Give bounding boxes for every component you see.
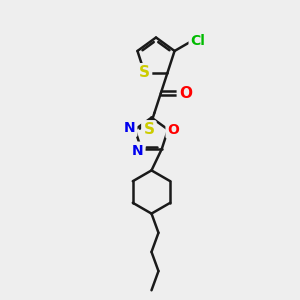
Text: S: S: [143, 122, 155, 137]
Text: N: N: [132, 144, 143, 158]
Text: S: S: [139, 65, 150, 80]
Text: O: O: [179, 86, 192, 101]
Text: Cl: Cl: [190, 34, 206, 48]
Text: O: O: [167, 123, 179, 136]
Text: N: N: [124, 121, 135, 135]
